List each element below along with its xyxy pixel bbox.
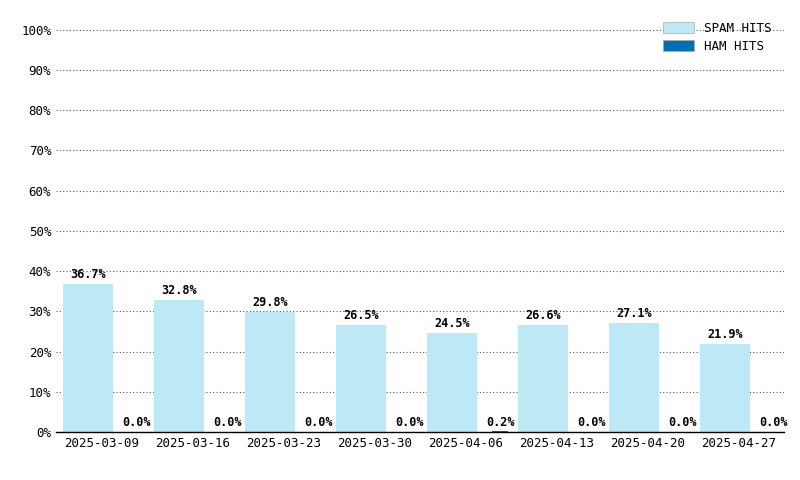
Bar (492, 431, 508, 432)
Bar (154, 300, 204, 432)
Text: 0.0%: 0.0% (122, 416, 150, 429)
Text: 26.5%: 26.5% (343, 309, 378, 322)
Text: 0.0%: 0.0% (577, 416, 606, 429)
Bar (427, 334, 477, 432)
Text: 0.0%: 0.0% (395, 416, 423, 429)
Bar (609, 323, 659, 432)
Text: 29.8%: 29.8% (252, 296, 288, 309)
Text: 32.8%: 32.8% (161, 284, 197, 297)
Text: 0.0%: 0.0% (668, 416, 696, 429)
Bar (518, 325, 568, 432)
Text: 24.5%: 24.5% (434, 317, 470, 330)
Bar (336, 325, 386, 432)
Text: 0.2%: 0.2% (486, 416, 514, 429)
Bar (245, 312, 295, 432)
Text: 27.1%: 27.1% (616, 307, 652, 320)
Text: 36.7%: 36.7% (70, 268, 106, 281)
Text: 0.0%: 0.0% (759, 416, 787, 429)
Bar (700, 344, 750, 432)
Text: 26.6%: 26.6% (525, 309, 561, 322)
Bar (63, 284, 113, 432)
Text: 0.0%: 0.0% (304, 416, 332, 429)
Text: 21.9%: 21.9% (707, 328, 742, 341)
Text: 0.0%: 0.0% (213, 416, 242, 429)
Legend: SPAM HITS, HAM HITS: SPAM HITS, HAM HITS (657, 16, 778, 60)
